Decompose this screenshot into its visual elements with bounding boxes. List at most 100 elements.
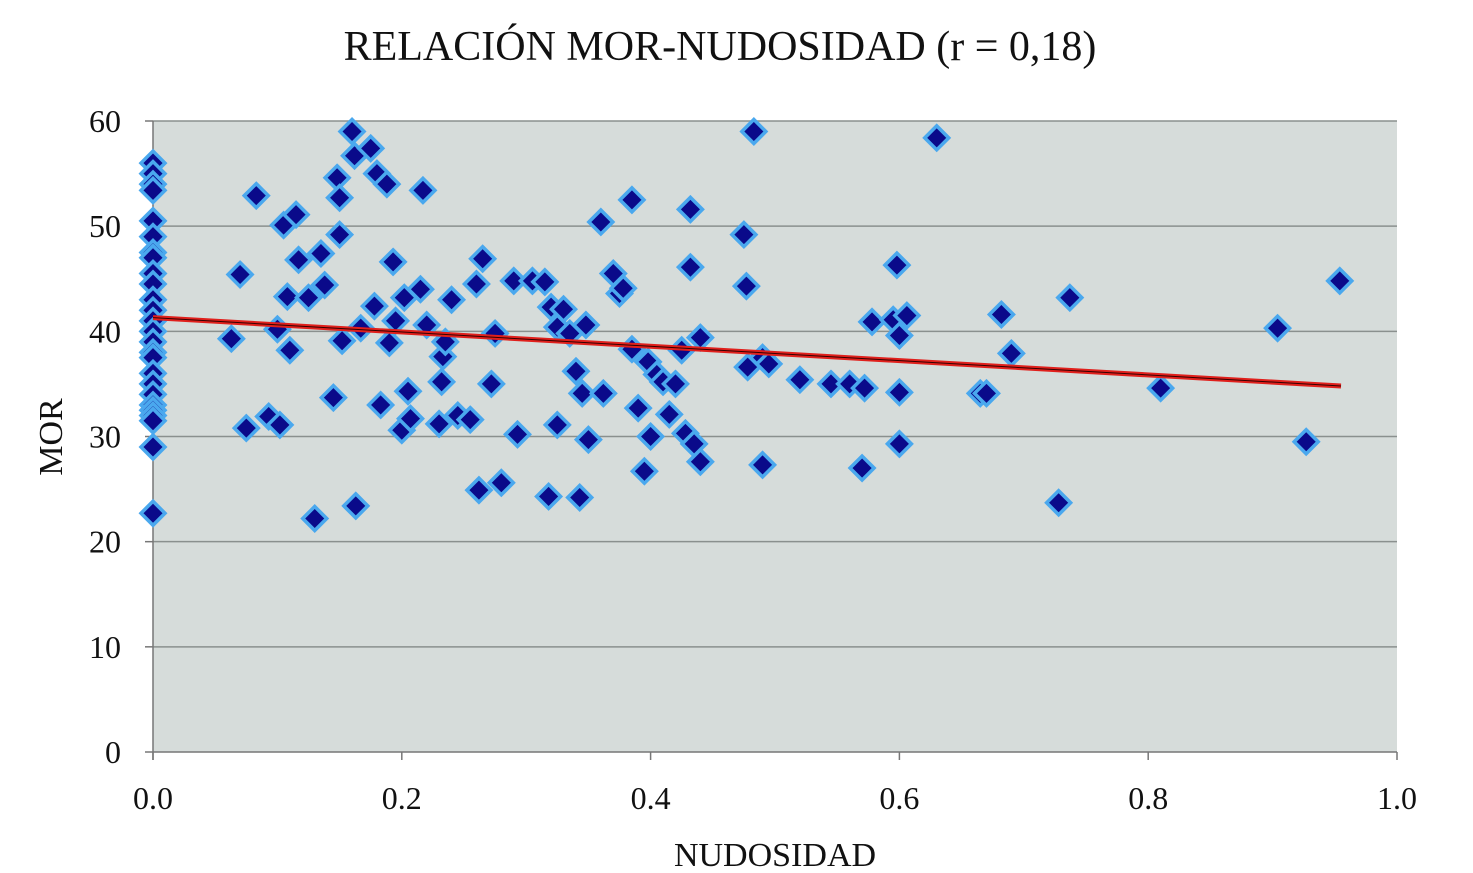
x-tick-labels: 0.0 0.2 0.4 0.6 0.8 1.0 — [133, 780, 1417, 816]
data-point — [850, 373, 880, 403]
data-point — [972, 378, 1001, 408]
data-point — [455, 405, 485, 435]
y-tick-label: 40 — [89, 313, 121, 349]
data-point — [847, 453, 877, 483]
data-point — [922, 123, 952, 153]
trendline-group — [152, 315, 1342, 389]
data-point — [892, 301, 922, 331]
x-tick-label: 0.2 — [382, 780, 422, 816]
data-point — [884, 377, 914, 407]
data-point — [405, 274, 435, 304]
data-point — [586, 207, 616, 237]
data-point — [629, 456, 659, 486]
data-point — [503, 419, 532, 449]
data-point — [567, 378, 597, 408]
data-point — [884, 321, 914, 351]
data-point — [294, 283, 323, 313]
trendline-core — [152, 317, 1342, 387]
data-point — [396, 404, 425, 434]
y-tick-label: 30 — [89, 419, 121, 455]
data-point — [366, 390, 396, 420]
data-point — [310, 270, 340, 300]
data-point — [476, 369, 506, 399]
data-point — [337, 117, 367, 146]
data-point — [272, 282, 302, 312]
y-axis-label: MOR — [33, 398, 70, 476]
data-point — [565, 483, 595, 512]
data-point — [1325, 266, 1355, 296]
data-point — [1291, 427, 1321, 457]
data-point — [231, 413, 261, 443]
data-point — [785, 365, 815, 395]
chart-title: RELACIÓN MOR-NUDOSIDAD (r = 0,18) — [344, 23, 1097, 70]
data-point — [356, 133, 386, 163]
y-tick-label: 20 — [89, 524, 121, 560]
data-point — [857, 307, 887, 337]
x-tick-label: 0.6 — [879, 780, 919, 816]
data-point — [225, 260, 255, 290]
data-point — [427, 367, 457, 397]
data-point — [306, 239, 336, 268]
data-point — [731, 271, 761, 301]
data-point — [216, 324, 246, 354]
data-point — [1055, 283, 1085, 313]
data-point — [327, 326, 357, 356]
x-axis-label: NUDOSIDAD — [674, 837, 876, 873]
data-points — [138, 117, 1355, 534]
data-point — [685, 447, 715, 477]
data-point — [1146, 373, 1176, 403]
data-point — [882, 250, 912, 280]
data-point — [138, 175, 168, 205]
data-point — [573, 425, 603, 455]
data-point — [816, 369, 846, 399]
data-point — [325, 220, 355, 250]
data-point — [275, 335, 305, 365]
data-point — [468, 244, 498, 274]
data-point — [542, 410, 572, 440]
data-point — [437, 285, 467, 315]
data-point — [424, 409, 454, 439]
x-tick-label: 1.0 — [1377, 780, 1417, 816]
data-point — [617, 185, 647, 215]
data-point — [636, 422, 666, 451]
data-point — [281, 200, 311, 230]
data-point — [608, 273, 638, 303]
data-point — [1044, 488, 1074, 518]
data-point — [549, 294, 578, 324]
data-point — [408, 175, 438, 205]
data-point — [1263, 313, 1293, 343]
data-point — [754, 349, 784, 379]
data-point — [325, 183, 355, 213]
data-point — [393, 376, 423, 406]
x-tick-label: 0.8 — [1128, 780, 1168, 816]
data-point — [675, 194, 705, 224]
data-point — [486, 468, 516, 498]
data-point — [623, 393, 653, 423]
data-point — [986, 300, 1016, 329]
y-tick-label: 10 — [89, 629, 121, 665]
data-point — [499, 266, 529, 296]
data-point — [530, 267, 560, 297]
y-tick-label: 0 — [105, 734, 121, 770]
data-point — [588, 378, 618, 408]
y-tick-labels: 0 10 20 30 40 50 60 — [89, 103, 121, 770]
data-point — [729, 220, 759, 250]
data-point — [739, 117, 769, 146]
data-point — [464, 475, 494, 505]
data-point — [654, 399, 684, 429]
y-tick-label: 60 — [89, 103, 121, 139]
data-point — [359, 291, 389, 321]
data-point — [300, 504, 330, 534]
x-tick-label: 0.0 — [133, 780, 173, 816]
data-point — [138, 432, 168, 462]
data-point — [675, 252, 705, 282]
data-point — [884, 429, 914, 459]
data-point — [284, 245, 314, 275]
x-tick-label: 0.4 — [631, 780, 671, 816]
data-point — [265, 410, 295, 440]
data-point — [661, 369, 690, 399]
data-point — [461, 269, 491, 299]
data-point — [378, 247, 408, 277]
data-point — [138, 498, 168, 528]
